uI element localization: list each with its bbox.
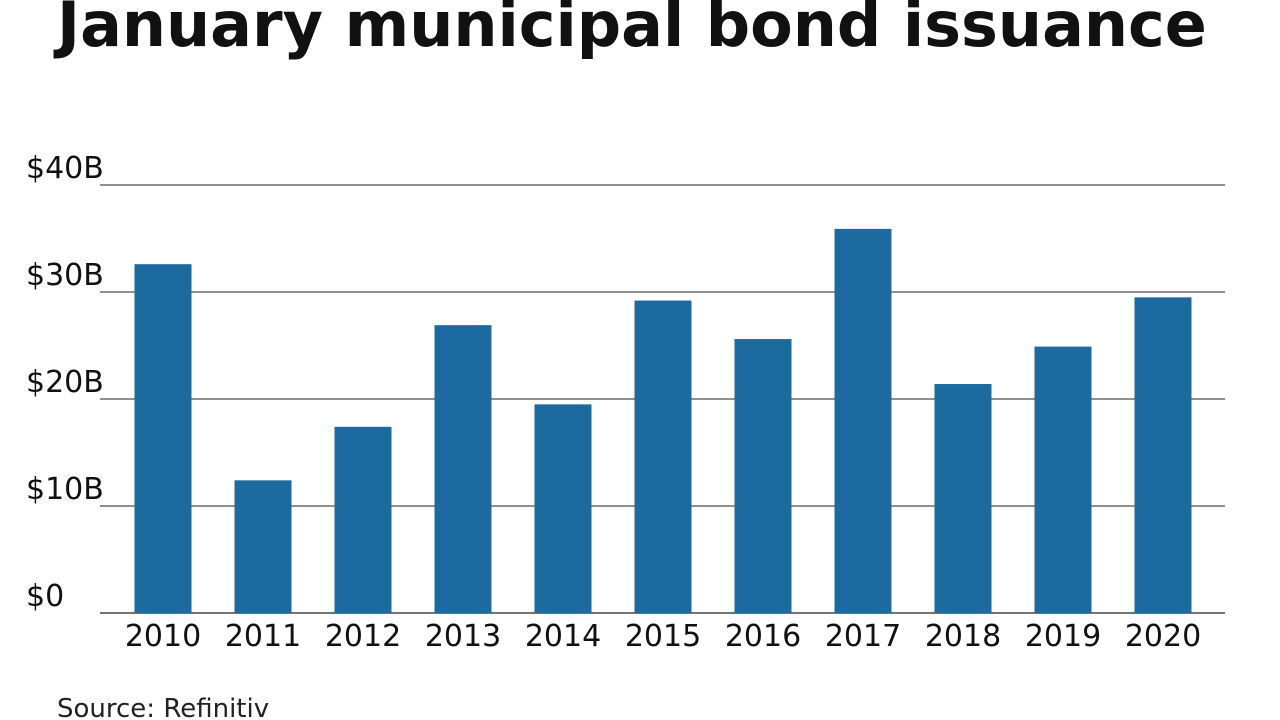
x-tick-label: 2018	[925, 619, 1001, 654]
y-tick-label: $40B	[26, 151, 104, 186]
x-tick-label: 2012	[325, 619, 401, 654]
bar-2019	[1034, 346, 1092, 613]
x-tick-label: 2015	[625, 619, 701, 654]
bar-2018	[934, 384, 992, 613]
bar-2014	[534, 404, 592, 613]
x-tick-label: 2020	[1125, 619, 1201, 654]
bar-2015	[634, 300, 692, 613]
y-tick-label: $20B	[26, 365, 104, 400]
y-axis-tick-labels: $0 $10B $20B $30B $40B	[26, 151, 104, 614]
bar-2013	[434, 325, 492, 613]
bars	[134, 228, 1192, 613]
bar-2020	[1134, 297, 1192, 613]
x-tick-label: 2016	[725, 619, 801, 654]
bar-2012	[334, 426, 392, 613]
bar-2010	[134, 264, 192, 613]
bar-2011	[234, 480, 292, 613]
chart-title: January municipal bond issuance	[57, 0, 1207, 61]
source-note: Source: Refinitiv	[57, 694, 270, 720]
x-tick-label: 2019	[1025, 619, 1101, 654]
y-tick-label: $0	[26, 579, 64, 614]
y-tick-label: $10B	[26, 472, 104, 507]
y-tick-label: $30B	[26, 258, 104, 293]
x-tick-label: 2011	[225, 619, 301, 654]
x-tick-label: 2013	[425, 619, 501, 654]
x-tick-label: 2017	[825, 619, 901, 654]
x-tick-label: 2014	[525, 619, 601, 654]
x-axis-tick-labels: 2010 2011 2012 2013 2014 2015 2016 2017 2018 2019…	[125, 619, 1201, 654]
bar-2017	[834, 228, 892, 613]
x-tick-label: 2010	[125, 619, 201, 654]
bar-2016	[734, 339, 792, 613]
